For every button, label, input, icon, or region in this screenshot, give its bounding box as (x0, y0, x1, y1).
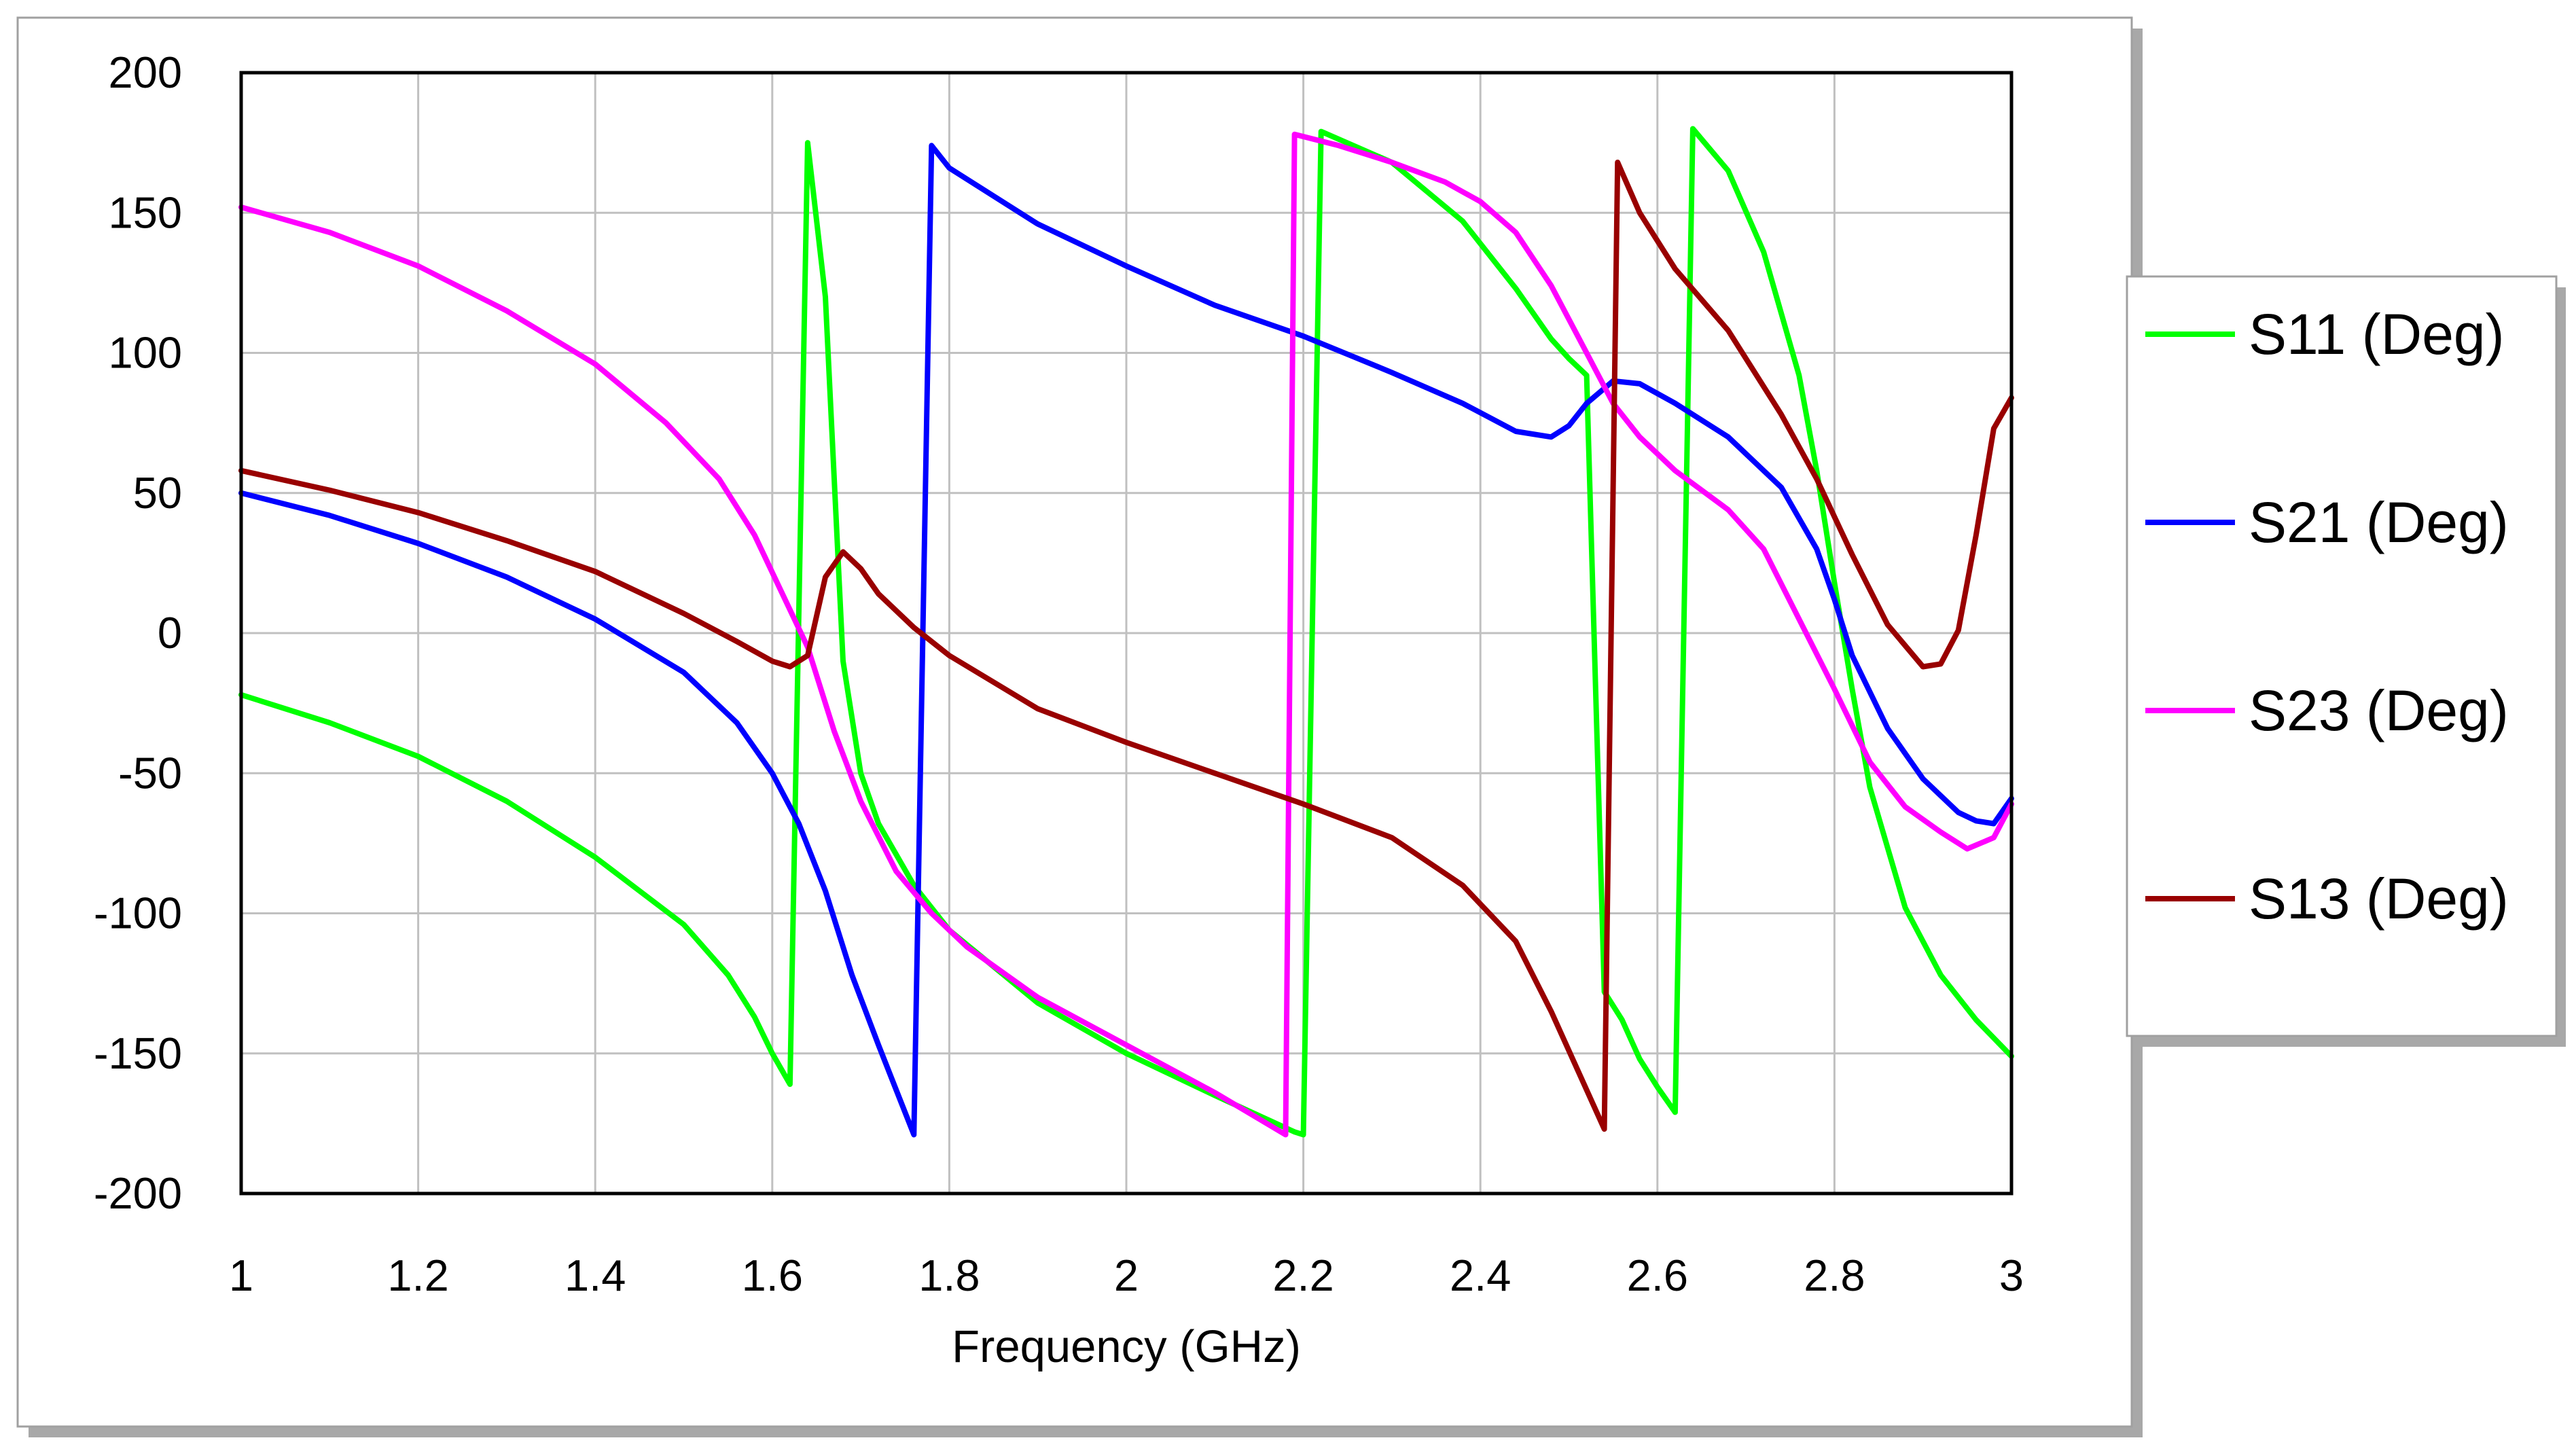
series-lines (238, 126, 2014, 1138)
y-tick-label: 50 (133, 468, 182, 518)
grid (241, 73, 2011, 1194)
series-line-s13-deg (238, 160, 2014, 1132)
x-tick-label: 2.8 (1804, 1251, 1865, 1300)
x-tick-label: 2.2 (1272, 1251, 1334, 1300)
legend-label-s13-deg: S13 (Deg) (2249, 867, 2509, 931)
x-tick-label: 2 (1114, 1251, 1139, 1300)
y-tick-label: 200 (109, 48, 182, 97)
x-axis-ticks: 1 1.2 1.4 1.6 1.8 2 2.2 2.4 2.6 2.8 3 (229, 1251, 2024, 1300)
series-line-s21-deg (238, 143, 2014, 1138)
x-tick-label: 1.4 (565, 1251, 626, 1300)
y-tick-label: -50 (118, 748, 182, 797)
x-tick-label: 3 (1999, 1251, 2024, 1300)
x-tick-label: 2.6 (1627, 1251, 1688, 1300)
plot-frame (239, 71, 2014, 1196)
x-tick-label: 2.4 (1450, 1251, 1511, 1300)
x-tick-label: 1 (229, 1251, 253, 1300)
x-axis-title: Frequency (GHz) (952, 1321, 1301, 1372)
series-line-s11-deg (238, 126, 2014, 1138)
legend-label-s21-deg: S21 (Deg) (2249, 490, 2509, 554)
series-line-s23-deg (238, 131, 2014, 1138)
y-tick-label: 150 (109, 187, 182, 237)
y-tick-label: -150 (94, 1028, 182, 1078)
legend: S11 (Deg) S21 (Deg) S23 (Deg) S13 (Deg) (2145, 302, 2509, 931)
x-tick-label: 1.6 (742, 1251, 803, 1300)
y-tick-label: -200 (94, 1168, 182, 1218)
legend-label-s23-deg: S23 (Deg) (2249, 679, 2509, 742)
x-tick-label: 1.8 (918, 1251, 980, 1300)
legend-label-s11-deg: S11 (Deg) (2249, 302, 2505, 366)
y-tick-label: -100 (94, 889, 182, 938)
y-tick-label: 0 (158, 608, 182, 658)
x-tick-label: 1.2 (387, 1251, 448, 1300)
legend-box (2126, 275, 2558, 1037)
y-tick-label: 100 (109, 328, 182, 378)
y-axis-ticks: 200 150 100 50 0 -50 -100 -150 -200 (94, 48, 182, 1218)
